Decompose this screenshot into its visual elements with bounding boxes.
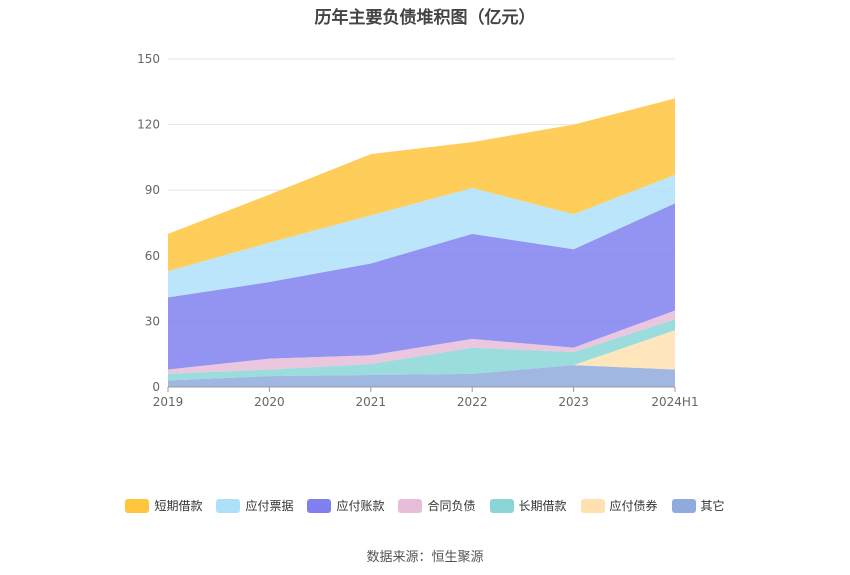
legend-swatch bbox=[125, 498, 150, 513]
chart-title: 历年主要负债堆积图（亿元） bbox=[314, 8, 536, 28]
area-series bbox=[168, 98, 675, 272]
legend-label: 短期借款 bbox=[154, 499, 203, 513]
y-tick-label: 150 bbox=[137, 52, 160, 66]
legend-swatch bbox=[489, 498, 514, 513]
legend-swatch bbox=[671, 498, 696, 513]
legend-label: 应付债券 bbox=[609, 499, 658, 513]
legend-swatch bbox=[398, 498, 423, 513]
area-series bbox=[168, 203, 675, 370]
legend-item-other[interactable]: 其它 bbox=[671, 497, 725, 514]
x-tick-label: 2021 bbox=[356, 395, 387, 409]
x-tick-label: 2024H1 bbox=[651, 395, 698, 409]
legend-label: 其它 bbox=[700, 499, 725, 513]
x-tick-label: 2020 bbox=[254, 395, 285, 409]
legend-item-notes-payable[interactable]: 应付票据 bbox=[216, 497, 293, 514]
chart-legend: 短期借款 应付票据 应付账款 合同负债 长期借款 应付债券 其它 bbox=[0, 497, 850, 514]
y-tick-label: 30 bbox=[145, 314, 160, 328]
area-series bbox=[168, 319, 675, 381]
legend-swatch bbox=[307, 498, 332, 513]
legend-label: 合同负债 bbox=[427, 499, 476, 513]
legend-item-bonds-payable[interactable]: 应付债券 bbox=[580, 497, 658, 514]
data-source-note: 数据来源：恒生聚源 bbox=[366, 550, 484, 565]
legend-label: 长期借款 bbox=[518, 499, 567, 513]
area-series bbox=[168, 365, 675, 387]
area-series bbox=[168, 174, 675, 298]
area-series bbox=[168, 310, 675, 374]
legend-swatch bbox=[216, 498, 241, 513]
stacked-area-chart: 0 30 60 90 120 150 2019 2020 2021 2022 2023 2024H1 bbox=[137, 52, 699, 409]
legend-item-accounts-payable[interactable]: 应付账款 bbox=[307, 497, 384, 514]
legend-item-short-term-loans[interactable]: 短期借款 bbox=[125, 497, 202, 514]
y-tick-label: 0 bbox=[152, 380, 160, 394]
y-tick-label: 60 bbox=[145, 249, 160, 263]
legend-swatch bbox=[580, 498, 605, 513]
y-tick-label: 120 bbox=[137, 118, 160, 132]
x-tick-label: 2023 bbox=[558, 395, 589, 409]
x-tick-label: 2022 bbox=[457, 395, 488, 409]
legend-item-contract-liabilities[interactable]: 合同负债 bbox=[398, 497, 476, 514]
legend-label: 应付票据 bbox=[245, 499, 294, 513]
y-tick-label: 90 bbox=[145, 183, 160, 197]
x-tick-label: 2019 bbox=[153, 395, 184, 409]
legend-label: 应付账款 bbox=[336, 499, 385, 513]
legend-item-long-term-loans[interactable]: 长期借款 bbox=[489, 497, 567, 514]
